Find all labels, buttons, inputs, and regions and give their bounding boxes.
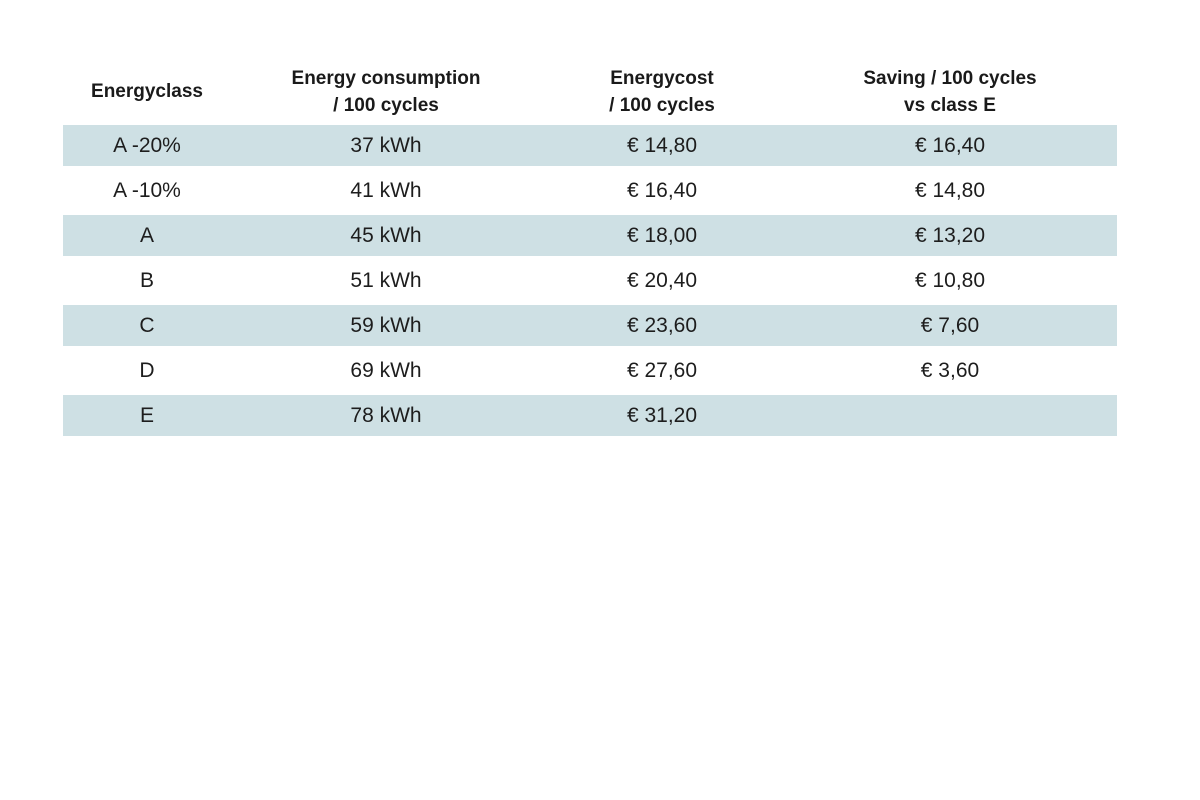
column-header-line: / 100 cycles — [609, 94, 715, 116]
table-row: E 78 kWh € 31,20 — [63, 393, 1117, 438]
energy-class-table: Energyclass Energy consumption / 100 cyc… — [63, 60, 1117, 438]
cell-cost: € 23,60 — [626, 314, 698, 337]
cell-saving: € 10,80 — [914, 269, 986, 292]
table-header-row: Energyclass Energy consumption / 100 cyc… — [63, 60, 1117, 123]
table-row: B 51 kWh € 20,40 € 10,80 — [63, 258, 1117, 303]
cell-cost: € 20,40 — [626, 269, 698, 292]
cell-saving: € 13,20 — [914, 224, 986, 247]
cell-energyclass: D — [139, 359, 155, 382]
cell-saving: € 3,60 — [920, 359, 980, 382]
column-header-consumption: Energy consumption / 100 cycles — [231, 60, 541, 123]
cell-consumption: 78 kWh — [350, 404, 422, 427]
cell-energyclass: B — [139, 269, 154, 292]
column-header-saving: Saving / 100 cycles vs class E — [783, 60, 1117, 123]
cell-consumption: 45 kWh — [350, 224, 422, 247]
column-header-line: Saving / 100 cycles — [863, 67, 1037, 89]
column-header-line: Energycost — [610, 67, 714, 89]
cell-energyclass: E — [139, 404, 154, 427]
column-header-line: Energyclass — [91, 81, 203, 102]
table-body: A -20% 37 kWh € 14,80 € 16,40 A -10% 41 … — [63, 123, 1117, 438]
cell-cost: € 27,60 — [626, 359, 698, 382]
cell-energyclass: A — [139, 224, 154, 247]
cell-saving: € 7,60 — [920, 314, 980, 337]
cell-cost: € 31,20 — [626, 404, 698, 427]
column-header-line: / 100 cycles — [333, 94, 439, 116]
cell-cost: € 16,40 — [626, 179, 698, 202]
cell-cost: € 14,80 — [626, 134, 698, 157]
cell-energyclass: A -20% — [113, 134, 181, 157]
table-row: A 45 kWh € 18,00 € 13,20 — [63, 213, 1117, 258]
cell-consumption: 41 kWh — [350, 179, 422, 202]
cell-energyclass: C — [139, 314, 155, 337]
cell-saving: € 14,80 — [914, 179, 986, 202]
column-header-line: Energy consumption — [291, 67, 481, 89]
column-header-energyclass: Energyclass — [63, 60, 231, 123]
table-row: A -20% 37 kWh € 14,80 € 16,40 — [63, 123, 1117, 168]
cell-cost: € 18,00 — [626, 224, 698, 247]
cell-consumption: 37 kWh — [350, 134, 422, 157]
cell-consumption: 69 kWh — [350, 359, 422, 382]
cell-energyclass: A -10% — [113, 179, 181, 202]
table-row: D 69 kWh € 27,60 € 3,60 — [63, 348, 1117, 393]
column-header-cost: Energycost / 100 cycles — [541, 60, 783, 123]
cell-consumption: 51 kWh — [350, 269, 422, 292]
table-row: C 59 kWh € 23,60 € 7,60 — [63, 303, 1117, 348]
column-header-line: vs class E — [904, 94, 996, 116]
cell-saving: € 16,40 — [914, 134, 986, 157]
table-row: A -10% 41 kWh € 16,40 € 14,80 — [63, 168, 1117, 213]
cell-saving — [783, 395, 1117, 436]
cell-consumption: 59 kWh — [350, 314, 422, 337]
